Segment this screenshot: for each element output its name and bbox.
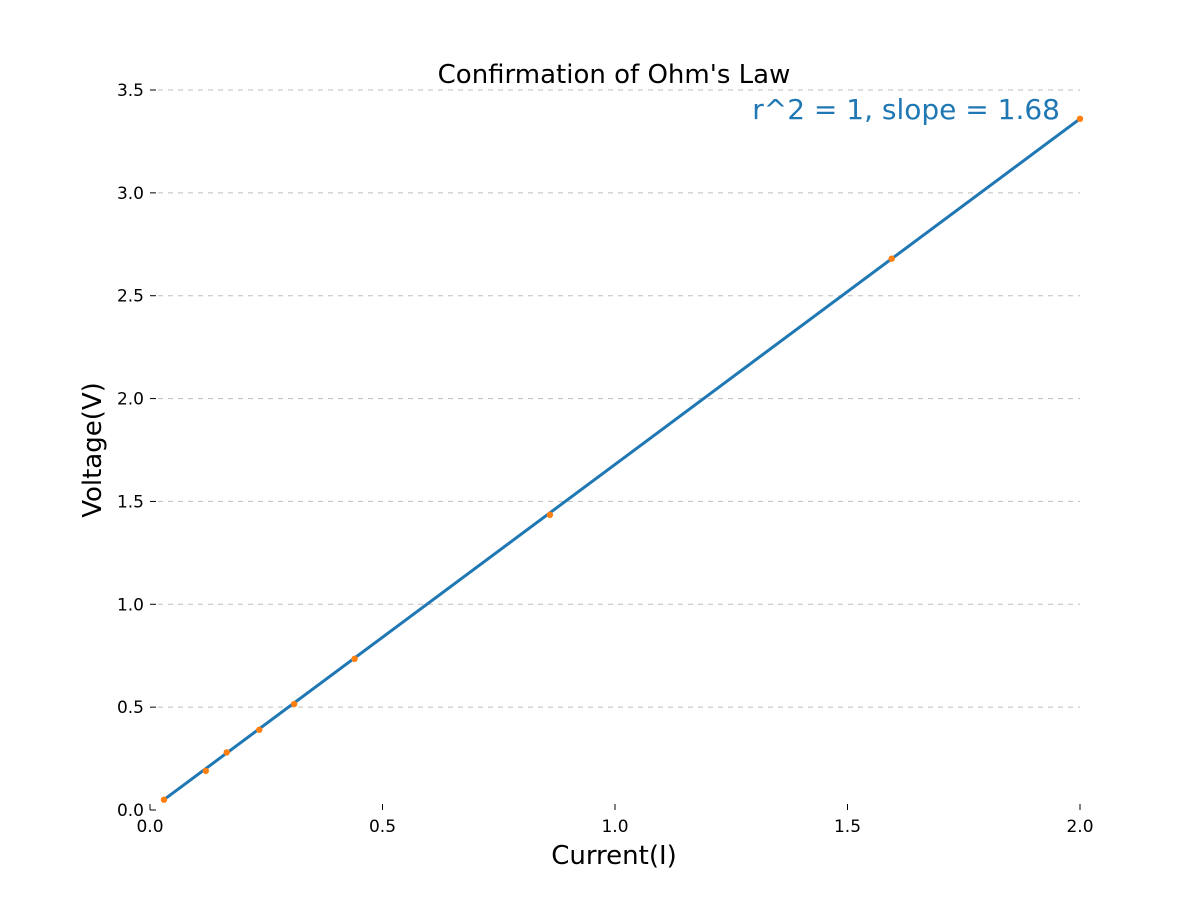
grid-layer [158, 89, 1080, 708]
x-tick-label: 2.0 [1066, 817, 1093, 837]
data-point [546, 511, 554, 518]
ticks-layer: 0.0 0.5 1.0 1.5 2.0 2.5 3.0 3.5 0.0 0.5 1.0 1.5 2.0 [117, 81, 1094, 837]
data-point [256, 726, 263, 733]
data-point [290, 700, 298, 708]
x-tick-label: 0.5 [369, 817, 396, 837]
data-point [888, 255, 895, 262]
chart-title: Confirmation of Ohm's Law [438, 60, 791, 90]
y-axis-label: Voltage(V) [78, 382, 108, 518]
y-tick-label: 0.5 [117, 698, 144, 718]
data-point [1076, 115, 1084, 123]
fit-line [162, 117, 1082, 802]
x-tick-label: 1.5 [834, 817, 861, 837]
y-tick-label: 3.0 [117, 184, 144, 204]
data-point [223, 749, 230, 756]
fit-annotation: r^2 = 1, slope = 1.68 [752, 93, 1060, 126]
series-layer [160, 115, 1084, 803]
y-tick-label: 2.0 [117, 390, 144, 410]
x-axis-label: Current(I) [551, 841, 677, 871]
x-tick-label: 1.0 [601, 817, 628, 837]
y-tick-label: 2.5 [117, 287, 144, 307]
data-point [351, 655, 358, 662]
y-tick-label: 0.0 [117, 801, 144, 821]
y-tick-label: 1.5 [117, 492, 144, 512]
x-tick-label: 0.0 [136, 817, 163, 837]
y-tick-label: 3.5 [117, 81, 144, 101]
data-point [202, 767, 209, 775]
y-tick-label: 1.0 [117, 595, 144, 615]
data-point [160, 796, 168, 803]
